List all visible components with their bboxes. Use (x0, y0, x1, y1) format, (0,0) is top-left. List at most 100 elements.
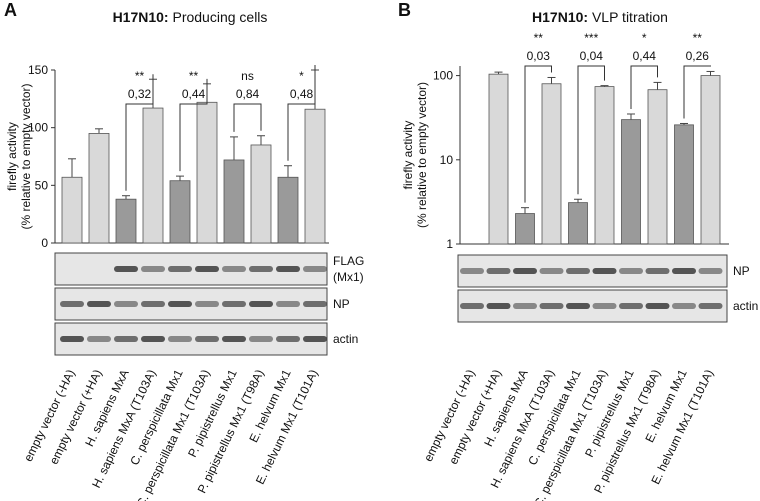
blot-band (222, 336, 246, 342)
significance: ** (135, 69, 145, 83)
y-tick-label: 100 (433, 69, 453, 83)
blot-band (60, 336, 84, 342)
y-tick-label: 10 (440, 153, 454, 167)
bar (196, 101, 218, 244)
bar (169, 180, 191, 244)
chart-title: H17N10: Producing cells (113, 9, 268, 25)
blot-band (87, 301, 111, 307)
blot-band (592, 303, 617, 309)
blot-label: FLAG (333, 254, 364, 268)
chart-title: H17N10: VLP titration (532, 9, 668, 25)
y-axis-label: (% relative to empty vector) (415, 82, 429, 228)
significance: ** (189, 69, 199, 83)
blot-band (303, 336, 327, 342)
blot-band (195, 266, 219, 272)
blot-band (276, 266, 300, 272)
bracket (524, 65, 552, 203)
title-prefix: H17N10: (113, 9, 169, 25)
bracket (683, 65, 711, 119)
blot-band (114, 301, 138, 307)
blot-band (486, 303, 511, 309)
blot-band (698, 303, 723, 309)
p-value: 0,84 (236, 87, 260, 101)
significance: ns (241, 69, 254, 83)
blot-band (645, 268, 670, 274)
y-tick-label: 1 (446, 237, 453, 251)
blot-label: actin (333, 332, 358, 346)
bar (304, 108, 326, 244)
blot-band (168, 301, 192, 307)
bar (250, 144, 272, 244)
blot-band (592, 268, 617, 274)
p-value: 0,48 (290, 87, 314, 101)
blot-band (539, 268, 564, 274)
bar (594, 86, 615, 245)
blot-band (168, 336, 192, 342)
p-value: 0,44 (182, 87, 206, 101)
blot-band (672, 268, 696, 274)
blot-band (619, 303, 643, 309)
blot-band (249, 301, 273, 307)
bracket (630, 65, 658, 109)
blot-band (195, 301, 219, 307)
bar (142, 107, 164, 244)
blot-label: (Mx1) (333, 270, 364, 284)
blot-band (539, 303, 564, 309)
blot-label: NP (333, 297, 350, 311)
bar (674, 124, 694, 245)
bar (61, 176, 83, 244)
blot-band (276, 301, 300, 307)
blot-band (513, 303, 537, 309)
bracket (233, 103, 262, 132)
title-prefix: H17N10: (532, 9, 588, 25)
blot-band (303, 266, 327, 272)
blot-band (222, 266, 246, 272)
bar (541, 83, 562, 245)
bar (223, 159, 245, 244)
y-tick-label: 150 (28, 63, 48, 77)
bar (568, 202, 588, 245)
blot-band (460, 303, 484, 309)
significance: * (299, 69, 304, 83)
bar (621, 119, 641, 245)
y-tick-label: 50 (35, 178, 49, 192)
blot-band (486, 268, 511, 274)
bar (700, 75, 721, 245)
blot-label: actin (733, 299, 758, 313)
significance: *** (584, 31, 598, 45)
bracket (125, 74, 154, 191)
y-tick-label: 0 (41, 236, 48, 250)
blot-band (698, 268, 723, 274)
significance: ** (534, 31, 544, 45)
panel-letter: A (4, 0, 17, 20)
blot-band (619, 268, 643, 274)
y-axis-label: (% relative to empty vector) (19, 83, 33, 229)
blot-band (141, 266, 165, 272)
p-value: 0,32 (128, 87, 152, 101)
significance: * (642, 31, 647, 45)
blot-band (114, 336, 138, 342)
y-axis-label: firefly activity (5, 122, 19, 191)
p-value: 0,44 (633, 49, 657, 63)
blot-band (60, 301, 84, 307)
bar (115, 198, 137, 244)
blot-band (303, 301, 327, 307)
p-value: 0,04 (580, 49, 604, 63)
bar (647, 89, 668, 245)
blot-label: NP (733, 264, 750, 278)
blot-band (168, 266, 192, 272)
bar (277, 176, 299, 244)
blot-band (276, 336, 300, 342)
blot-band (195, 336, 219, 342)
blot-band (141, 336, 165, 342)
p-value: 0,03 (527, 49, 551, 63)
blot-band (87, 336, 111, 342)
bar (488, 73, 509, 245)
bracket (179, 78, 208, 172)
significance: ** (693, 31, 703, 45)
bracket (287, 65, 316, 161)
blot-band (513, 268, 537, 274)
blot-band (114, 266, 138, 272)
blot-band (672, 303, 696, 309)
p-value: 0,26 (686, 49, 710, 63)
